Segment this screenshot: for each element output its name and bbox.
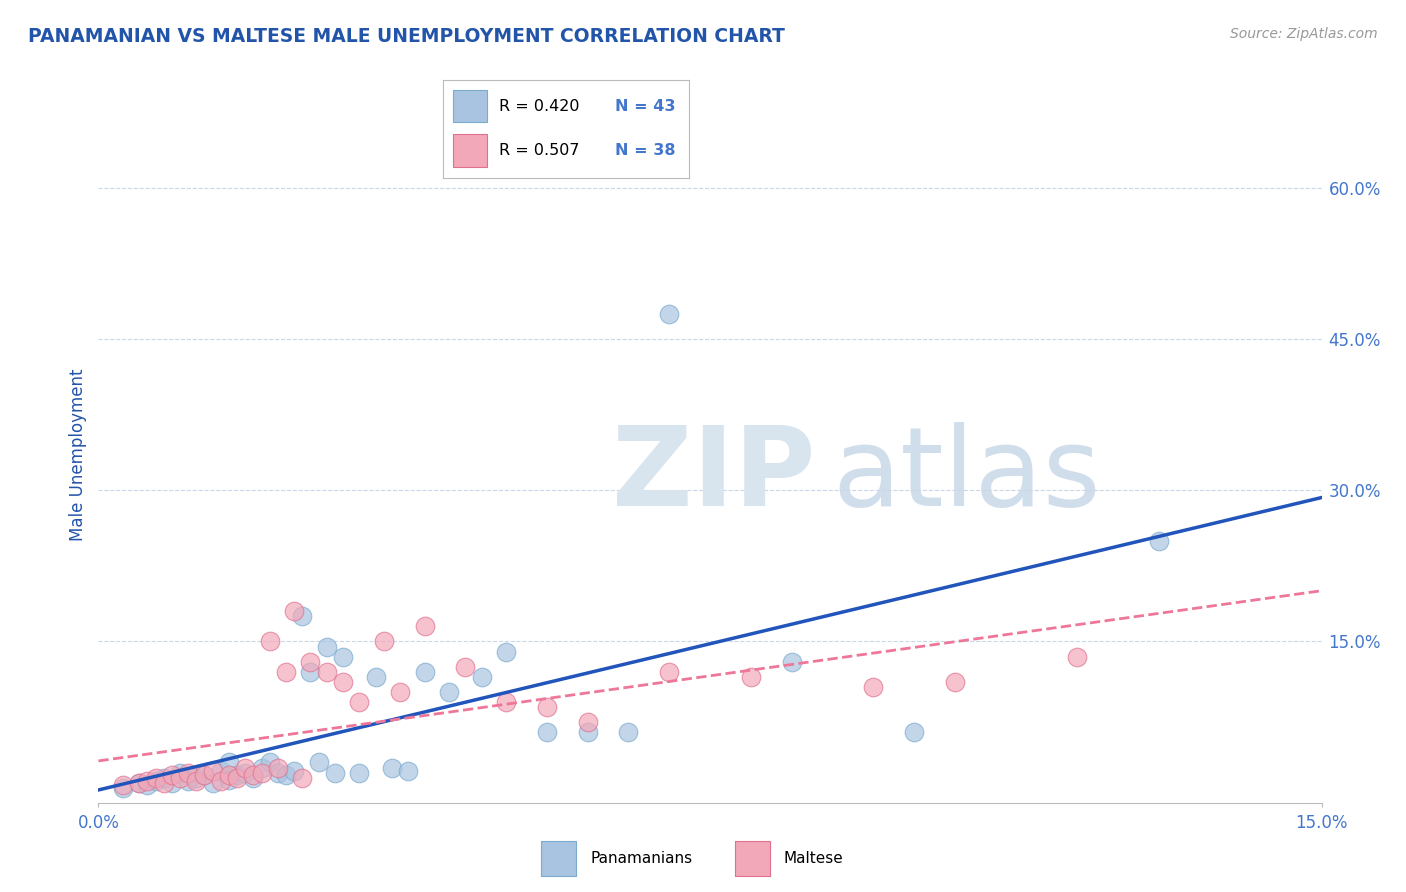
Point [242,767,264,781]
Point [299,655,322,669]
Point [226,767,249,781]
Point [454,659,477,673]
Point [576,715,599,730]
Point [862,680,884,694]
FancyBboxPatch shape [453,90,486,122]
Point [145,773,167,788]
Text: R = 0.420: R = 0.420 [499,99,581,114]
Point [201,775,224,789]
Point [242,771,264,785]
Point [291,771,314,785]
Text: Panamanians: Panamanians [591,851,693,866]
Point [283,764,305,778]
Point [259,634,281,648]
Point [128,775,150,789]
Point [658,665,681,679]
Point [177,765,200,780]
Point [186,771,208,785]
Point [111,780,134,795]
Point [740,670,762,684]
Point [308,756,330,770]
Point [233,760,256,774]
FancyBboxPatch shape [541,841,576,876]
Point [218,767,240,781]
Point [218,772,240,787]
Point [495,695,517,709]
Point [617,725,640,739]
Point [299,665,322,679]
Point [259,756,281,770]
Point [576,725,599,739]
Point [152,771,174,785]
Point [471,670,494,684]
Point [267,765,290,780]
Text: Source: ZipAtlas.com: Source: ZipAtlas.com [1230,27,1378,41]
Point [177,773,200,788]
Text: Maltese: Maltese [785,851,844,866]
Text: N = 38: N = 38 [616,144,676,159]
Text: ZIP: ZIP [612,422,815,529]
Point [152,775,174,789]
Point [250,760,273,774]
Text: R = 0.507: R = 0.507 [499,144,581,159]
Point [364,670,387,684]
Point [780,655,803,669]
Point [658,307,681,321]
Point [111,778,134,792]
Y-axis label: Male Unemployment: Male Unemployment [69,368,87,541]
Point [536,700,558,714]
Point [160,767,183,781]
Point [396,764,419,778]
Point [332,649,354,664]
Point [209,773,232,788]
Point [233,765,256,780]
Point [903,725,925,739]
Point [291,609,314,624]
Point [218,756,240,770]
Point [226,771,249,785]
Point [413,619,436,633]
Point [536,725,558,739]
Point [193,767,215,781]
Point [209,764,232,778]
Point [169,771,191,785]
Point [389,685,412,699]
Point [169,765,191,780]
Point [1147,533,1170,548]
Point [381,760,404,774]
Point [315,665,337,679]
FancyBboxPatch shape [453,134,486,167]
Point [136,778,159,792]
Point [145,771,167,785]
Text: N = 43: N = 43 [616,99,676,114]
Point [160,775,183,789]
Point [193,767,215,781]
Point [1066,649,1088,664]
Point [332,674,354,689]
Point [186,773,208,788]
Point [413,665,436,679]
Point [437,685,460,699]
Text: PANAMANIAN VS MALTESE MALE UNEMPLOYMENT CORRELATION CHART: PANAMANIAN VS MALTESE MALE UNEMPLOYMENT … [28,27,785,45]
Point [315,640,337,654]
FancyBboxPatch shape [734,841,770,876]
Text: atlas: atlas [832,422,1101,529]
Point [128,775,150,789]
Point [323,765,346,780]
Point [349,695,371,709]
Point [201,764,224,778]
Point [349,765,371,780]
Point [250,765,273,780]
Point [267,760,290,774]
Point [274,767,297,781]
Point [943,674,966,689]
Point [373,634,395,648]
Point [274,665,297,679]
Point [136,773,159,788]
Point [495,644,517,658]
Point [283,604,305,618]
